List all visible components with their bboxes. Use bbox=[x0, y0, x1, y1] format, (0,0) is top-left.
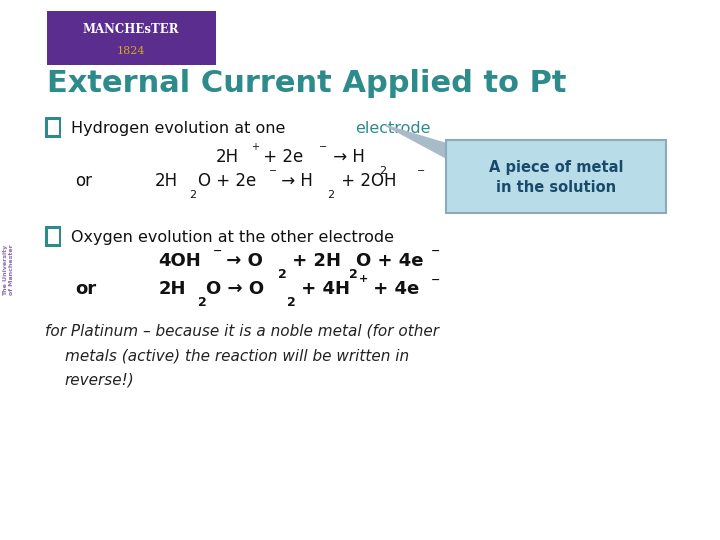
Text: External Current Applied to Pt: External Current Applied to Pt bbox=[47, 69, 567, 98]
FancyBboxPatch shape bbox=[47, 11, 216, 65]
Text: The University
of Manchester: The University of Manchester bbox=[3, 245, 14, 295]
Text: −: − bbox=[269, 166, 276, 177]
Text: + 4H: + 4H bbox=[295, 280, 350, 298]
Text: +: + bbox=[251, 142, 258, 152]
Text: reverse!): reverse!) bbox=[65, 373, 135, 388]
Text: + 2OH: + 2OH bbox=[336, 172, 397, 190]
Text: O + 4e: O + 4e bbox=[356, 252, 424, 270]
Text: Hydrogen evolution at one: Hydrogen evolution at one bbox=[71, 121, 290, 136]
FancyBboxPatch shape bbox=[45, 226, 61, 247]
Text: −: − bbox=[431, 246, 440, 256]
Text: 2H: 2H bbox=[158, 280, 186, 298]
Text: −: − bbox=[417, 166, 425, 177]
Text: 2: 2 bbox=[349, 268, 358, 281]
Text: 2: 2 bbox=[328, 190, 335, 200]
Text: or: or bbox=[76, 280, 96, 298]
Text: → H: → H bbox=[276, 172, 312, 190]
Text: −: − bbox=[212, 246, 222, 256]
FancyBboxPatch shape bbox=[45, 117, 61, 138]
Text: 2H: 2H bbox=[216, 148, 239, 166]
Text: 1824: 1824 bbox=[117, 46, 145, 56]
Text: → H: → H bbox=[328, 148, 364, 166]
Text: + 2H: + 2H bbox=[286, 252, 341, 270]
Text: 2: 2 bbox=[278, 268, 287, 281]
Text: −: − bbox=[319, 142, 327, 152]
FancyBboxPatch shape bbox=[446, 140, 666, 213]
Text: 2: 2 bbox=[189, 190, 197, 200]
Text: in the solution: in the solution bbox=[496, 180, 616, 195]
Text: 2: 2 bbox=[287, 296, 295, 309]
FancyBboxPatch shape bbox=[48, 120, 59, 135]
Polygon shape bbox=[385, 125, 454, 162]
Text: metals (active) the reaction will be written in: metals (active) the reaction will be wri… bbox=[65, 348, 409, 363]
FancyBboxPatch shape bbox=[48, 229, 59, 244]
Text: or: or bbox=[76, 172, 93, 190]
Text: Oxygen evolution at the other electrode: Oxygen evolution at the other electrode bbox=[71, 230, 394, 245]
Text: → O: → O bbox=[220, 252, 264, 270]
Text: O → O: O → O bbox=[206, 280, 264, 298]
Text: + 4e: + 4e bbox=[367, 280, 420, 298]
Text: for Platinum – because it is a noble metal (for other: for Platinum – because it is a noble met… bbox=[45, 324, 439, 339]
Text: +: + bbox=[359, 274, 368, 285]
Text: MANCHEsTER: MANCHEsTER bbox=[83, 23, 179, 36]
Text: O + 2e: O + 2e bbox=[198, 172, 256, 190]
Text: 4OH: 4OH bbox=[158, 252, 201, 270]
Text: 2H: 2H bbox=[155, 172, 178, 190]
Text: electrode: electrode bbox=[355, 121, 431, 136]
Text: + 2e: + 2e bbox=[258, 148, 303, 166]
Text: 2: 2 bbox=[198, 296, 207, 309]
Text: −: − bbox=[431, 274, 440, 285]
Text: 2: 2 bbox=[379, 166, 387, 176]
Text: A piece of metal: A piece of metal bbox=[489, 160, 624, 174]
